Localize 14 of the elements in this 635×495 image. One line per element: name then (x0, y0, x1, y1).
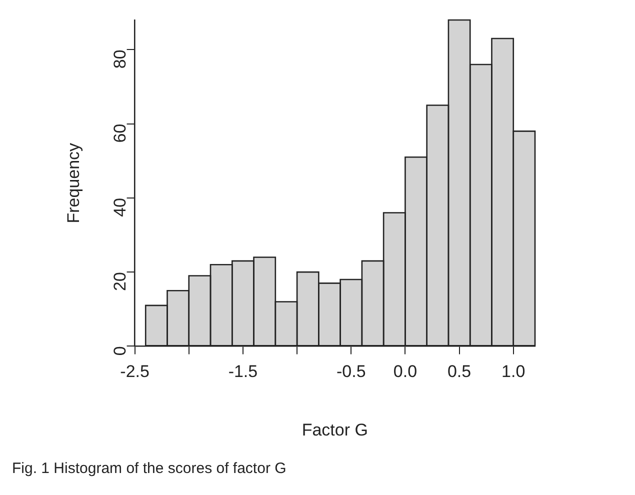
y-tick-label: 0 (110, 346, 130, 356)
x-axis-title: Factor G (302, 420, 368, 440)
y-axis-title: Frequency (64, 142, 83, 224)
x-tick-label: -2.5 (120, 362, 150, 382)
y-tick-label: 60 (110, 124, 130, 143)
x-tick-label: 0.0 (393, 362, 418, 382)
caption: Fig. 1 Histogram of the scores of factor G (12, 460, 286, 477)
x-tick-label: -0.5 (336, 362, 366, 382)
y-tick-label: 20 (110, 272, 130, 291)
x-tick-label: -1.5 (228, 362, 258, 382)
y-tick-label: 40 (110, 198, 130, 217)
x-tick-label: 1.0 (502, 362, 526, 382)
x-tick-label: 0.5 (447, 362, 472, 382)
y-tick-label: 80 (110, 50, 130, 69)
